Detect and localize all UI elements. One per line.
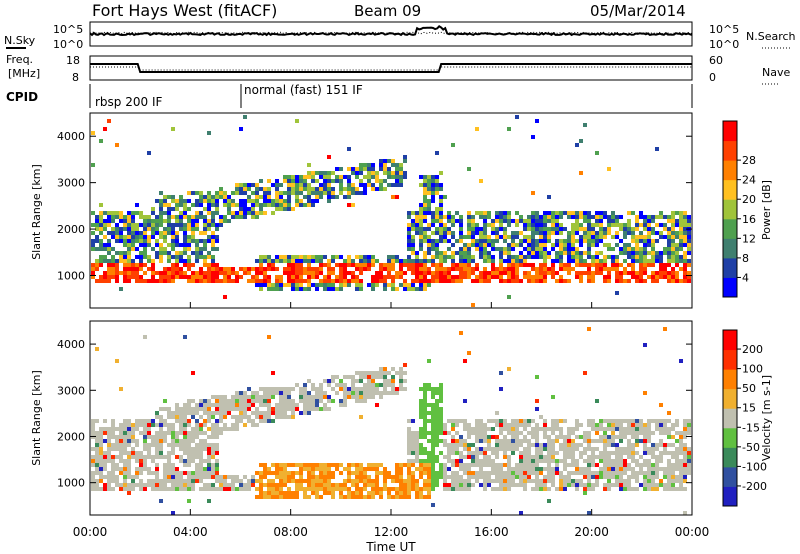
freq-left-label-2: [MHz]	[8, 67, 40, 80]
vel-colorbar-tick-label-1: 100	[742, 363, 763, 376]
noise-sky-line	[89, 25, 693, 37]
power-heatmap-cells-5	[91, 127, 691, 299]
power-ytick-label-0: 1000	[57, 270, 85, 283]
x-tick-label-6: 00:00	[675, 525, 710, 539]
vel-ytick-label-1: 2000	[57, 430, 85, 443]
power-colorbar-tick-label-6: 28	[742, 154, 756, 167]
station-title: Fort Hays West (fitACF)	[92, 1, 277, 20]
power-colorbar-tick-label-1: 8	[742, 252, 749, 265]
x-tick-label-4: 16:00	[474, 525, 509, 539]
power-heatmap-cells-7	[95, 119, 691, 291]
vel-colorbar-swatch-0	[723, 486, 737, 507]
vel-colorbar-swatch-4	[723, 408, 737, 429]
x-tick-label-2: 08:00	[273, 525, 308, 539]
frequency-panel: Freq. [MHz] 18 8 60 0 Nave	[6, 53, 790, 85]
power-colorbar-tick-label-3: 16	[742, 213, 756, 226]
power-colorbar-swatch-7	[723, 140, 737, 161]
frequency-panel-frame	[89, 55, 693, 81]
vel-colorbar-tick-label-6: -100	[742, 460, 767, 473]
frequency-line	[90, 63, 692, 73]
power-colorbar-tick-label-5: 24	[742, 174, 756, 187]
power-ytick-label-2: 3000	[57, 177, 85, 190]
power-colorbar-swatch-8	[723, 121, 737, 142]
power-colorbar-label: Power [dB]	[760, 180, 773, 240]
vel-ytick-label-2: 3000	[57, 384, 85, 397]
vel-ytick-label-0: 1000	[57, 477, 85, 490]
time-x-axis: 00:00 04:00 08:00 12:00 16:00 20:00 00:00	[73, 302, 710, 539]
power-ytick-label-3: 4000	[57, 130, 85, 143]
noise-right-label: N.Search	[746, 30, 796, 43]
power-y-axis-label: Slant Range [km]	[30, 164, 43, 260]
vel-colorbar-tick-label-3: 15	[742, 402, 756, 415]
noise-search-line	[89, 31, 693, 35]
vel-colorbar-swatch-7	[723, 349, 737, 370]
freq-right-tick-bottom: 0	[709, 71, 716, 84]
power-colorbar-frame	[722, 120, 738, 298]
vel-ytick-label-3: 4000	[57, 338, 85, 351]
vel-colorbar-tick-label-7: -200	[742, 480, 767, 493]
vel-colorbar-swatch-6	[723, 369, 737, 390]
freq-left-tick-top: 18	[66, 54, 80, 67]
noise-right-tick-bottom: 10^0	[709, 38, 739, 51]
power-colorbar-swatch-0	[723, 277, 737, 298]
power-colorbar-tick-label-0: 4	[742, 271, 749, 284]
vel-colorbar-swatch-1	[723, 466, 737, 487]
x-tick-label-3: 12:00	[374, 525, 409, 539]
velocity-panel: 1000 2000 3000 4000 Slant Range [km]	[30, 320, 693, 516]
nave-right-label: Nave	[762, 66, 790, 79]
power-heatmap	[91, 115, 691, 307]
vel-colorbar-swatch-3	[723, 427, 737, 448]
power-colorbar: 4 8 12 16 20 24 28 Power [dB]	[722, 120, 773, 298]
x-tick-label-1: 04:00	[173, 525, 208, 539]
vel-colorbar-swatch-5	[723, 388, 737, 409]
beam-label: Beam 09	[354, 2, 421, 20]
power-y-axis: 1000 2000 3000 4000	[57, 130, 692, 283]
x-tick-label-5: 20:00	[574, 525, 609, 539]
power-colorbar-swatch-6	[723, 160, 737, 181]
velocity-heatmap	[91, 327, 691, 515]
x-tick-label-0: 00:00	[73, 525, 108, 539]
power-colorbar-tick-label-4: 20	[742, 193, 756, 206]
power-colorbar-swatch-4	[723, 199, 737, 220]
power-panel: 1000 2000 3000 4000 Slant Range [km]	[30, 112, 693, 309]
power-colorbar-swatch-5	[723, 179, 737, 200]
velocity-colorbar-frame	[722, 329, 738, 507]
power-ytick-label-1: 2000	[57, 223, 85, 236]
cpid-label: CPID	[6, 90, 38, 104]
vel-colorbar-swatch-8	[723, 330, 737, 351]
noise-panel: N.Sky 10^5 10^0 10^5 10^0 N.Search	[4, 21, 796, 51]
vel-colorbar-tick-label-2: 50	[742, 382, 756, 395]
velocity-y-axis-label: Slant Range [km]	[30, 370, 43, 466]
velocity-colorbar: 200 100 50 15 -15 -50 -100 -200 Velocity [m s-1…	[722, 329, 773, 507]
velocity-colorbar-label: Velocity [m s-1]	[760, 375, 773, 461]
vel-colorbar-tick-label-0: 200	[742, 343, 763, 356]
noise-right-tick-top: 10^5	[709, 23, 739, 36]
cpid-row: CPID rbsp 200 IF normal (fast) 151 IF	[6, 83, 693, 109]
noise-left-tick-bottom: 10^0	[53, 38, 83, 51]
power-colorbar-tick-label-2: 12	[742, 232, 756, 245]
power-colorbar-swatch-1	[723, 257, 737, 278]
cpid-segment-2: normal (fast) 151 IF	[244, 83, 363, 97]
date-label: 05/Mar/2014	[590, 2, 686, 20]
vel-colorbar-swatch-2	[723, 447, 737, 468]
vel-heatmap-cells-0	[91, 335, 691, 515]
power-colorbar-swatch-2	[723, 238, 737, 259]
noise-left-tick-top: 10^5	[53, 23, 83, 36]
freq-right-tick-top: 60	[709, 54, 723, 67]
power-heatmap-cells-8	[95, 115, 687, 291]
cpid-segment-1: rbsp 200 IF	[95, 95, 162, 109]
vel-colorbar-tick-label-5: -50	[742, 441, 760, 454]
vel-colorbar-tick-label-4: -15	[742, 421, 760, 434]
power-colorbar-swatch-3	[723, 218, 737, 239]
freq-left-tick-bottom: 8	[72, 71, 79, 84]
freq-left-label-1: Freq.	[6, 53, 33, 66]
noise-left-label: N.Sky	[4, 34, 36, 47]
x-axis-label: Time UT	[365, 540, 416, 554]
velocity-y-axis: 1000 2000 3000 4000	[57, 338, 692, 490]
nave-line	[90, 66, 692, 71]
